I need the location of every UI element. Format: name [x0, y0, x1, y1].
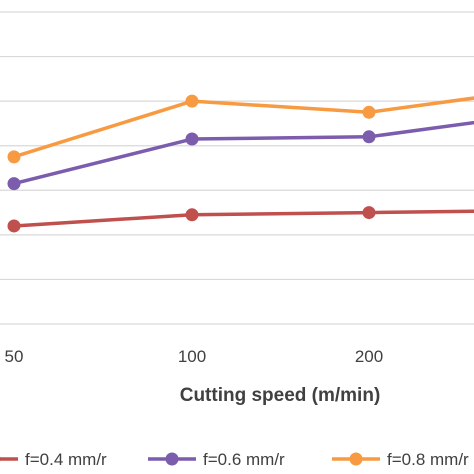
- x-axis-title: Cutting speed (m/min): [180, 385, 381, 406]
- legend-label: f=0.6 mm/r: [203, 450, 285, 469]
- legend-label: f=0.4 mm/r: [25, 450, 107, 469]
- x-tick-labels: 50100200300: [5, 347, 384, 366]
- series-line-3: [13, 96, 474, 159]
- data-point: [185, 132, 199, 146]
- data-point: [7, 177, 21, 191]
- data-point: [185, 208, 199, 222]
- legend-marker: [349, 452, 363, 466]
- data-point: [362, 130, 376, 144]
- legend-marker: [0, 456, 1, 462]
- legend-label: f=0.8 mm/r: [387, 450, 469, 469]
- legend: f=0.4 mm/r f=0.6 mm/r f=0.8 mm/r: [0, 450, 469, 469]
- data-point: [7, 150, 21, 164]
- x-tick-label: 50: [5, 347, 24, 366]
- data-point: [362, 206, 376, 220]
- data-point: [7, 219, 21, 233]
- series-line-2: [13, 120, 474, 186]
- x-tick-label: 200: [355, 347, 383, 366]
- data-point: [185, 94, 199, 108]
- legend-marker: [165, 452, 179, 466]
- series-group: [7, 94, 474, 233]
- series-line-1: [13, 209, 474, 228]
- gridlines: [0, 11, 474, 325]
- x-tick-label: 100: [178, 347, 206, 366]
- data-point: [362, 105, 376, 119]
